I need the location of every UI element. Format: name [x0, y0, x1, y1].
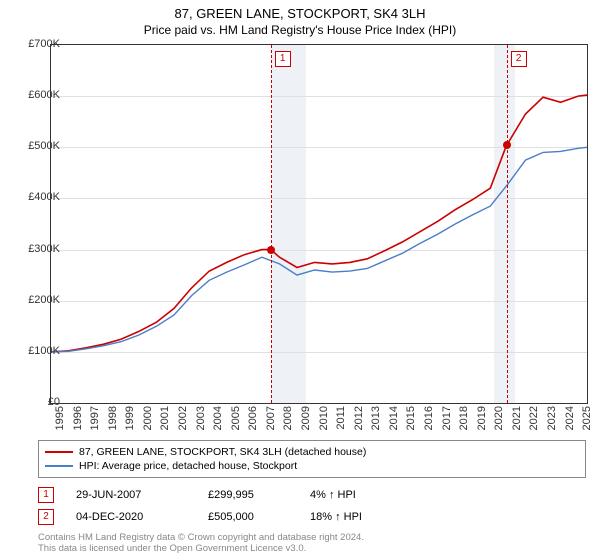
- legend-item: 87, GREEN LANE, STOCKPORT, SK4 3LH (deta…: [45, 445, 579, 459]
- x-axis-label: 2007: [265, 406, 277, 430]
- legend-box: 87, GREEN LANE, STOCKPORT, SK4 3LH (deta…: [38, 440, 586, 478]
- x-axis-label: 1996: [72, 406, 84, 430]
- event-row: 1 29-JUN-2007 £299,995 4% ↑ HPI: [38, 484, 586, 506]
- y-axis-label: £600K: [28, 89, 60, 101]
- x-axis-label: 2018: [458, 406, 470, 430]
- event-date: 04-DEC-2020: [76, 511, 186, 523]
- x-axis-label: 2004: [212, 406, 224, 430]
- x-axis-label: 2022: [528, 406, 540, 430]
- x-axis-label: 2021: [511, 406, 523, 430]
- event-pct: 18% ↑ HPI: [310, 511, 362, 523]
- legend-swatch: [45, 465, 73, 467]
- x-axis-label: 2016: [423, 406, 435, 430]
- x-axis-label: 2020: [493, 406, 505, 430]
- x-axis-label: 2002: [177, 406, 189, 430]
- chart-title: 87, GREEN LANE, STOCKPORT, SK4 3LH: [0, 0, 600, 21]
- event-marker-icon: 1: [275, 51, 291, 67]
- event-vline: [271, 45, 272, 403]
- x-axis-label: 2005: [230, 406, 242, 430]
- events-table: 1 29-JUN-2007 £299,995 4% ↑ HPI 2 04-DEC…: [38, 484, 586, 528]
- legend-item: HPI: Average price, detached house, Stoc…: [45, 459, 579, 473]
- x-axis-label: 2010: [318, 406, 330, 430]
- x-axis-label: 2006: [247, 406, 259, 430]
- x-axis-label: 2001: [159, 406, 171, 430]
- x-axis-label: 2013: [370, 406, 382, 430]
- event-vline: [507, 45, 508, 403]
- x-axis-label: 2008: [282, 406, 294, 430]
- y-axis-label: £300K: [28, 243, 60, 255]
- legend-label: 87, GREEN LANE, STOCKPORT, SK4 3LH (deta…: [79, 446, 366, 458]
- x-axis-label: 2015: [405, 406, 417, 430]
- event-price: £505,000: [208, 511, 288, 523]
- x-axis-label: 2014: [388, 406, 400, 430]
- x-axis-label: 2024: [564, 406, 576, 430]
- event-marker-icon: 1: [38, 487, 54, 503]
- y-axis-label: £100K: [28, 345, 60, 357]
- y-axis-label: £500K: [28, 140, 60, 152]
- event-marker-icon: 2: [511, 51, 527, 67]
- x-axis-label: 1997: [89, 406, 101, 430]
- legend-label: HPI: Average price, detached house, Stoc…: [79, 460, 297, 472]
- chart-plot-area: 12: [50, 44, 588, 404]
- x-axis-label: 2019: [476, 406, 488, 430]
- y-axis-label: £700K: [28, 38, 60, 50]
- event-date: 29-JUN-2007: [76, 489, 186, 501]
- event-price: £299,995: [208, 489, 288, 501]
- x-axis-label: 2000: [142, 406, 154, 430]
- y-axis-label: £200K: [28, 294, 60, 306]
- event-point: [267, 246, 275, 254]
- footer-line: Contains HM Land Registry data © Crown c…: [38, 532, 586, 543]
- x-axis-label: 2009: [300, 406, 312, 430]
- y-axis-label: £400K: [28, 191, 60, 203]
- legend-swatch: [45, 451, 73, 453]
- footer-text: Contains HM Land Registry data © Crown c…: [38, 532, 586, 555]
- footer-line: This data is licensed under the Open Gov…: [38, 543, 586, 554]
- x-axis-label: 2023: [546, 406, 558, 430]
- x-axis-label: 2017: [441, 406, 453, 430]
- event-pct: 4% ↑ HPI: [310, 489, 356, 501]
- event-marker-icon: 2: [38, 509, 54, 525]
- x-axis-label: 1998: [107, 406, 119, 430]
- x-axis-label: 2012: [353, 406, 365, 430]
- event-row: 2 04-DEC-2020 £505,000 18% ↑ HPI: [38, 506, 586, 528]
- chart-subtitle: Price paid vs. HM Land Registry's House …: [0, 21, 600, 41]
- x-axis-label: 2011: [335, 406, 347, 430]
- event-point: [503, 141, 511, 149]
- x-axis-label: 1999: [124, 406, 136, 430]
- x-axis-label: 2003: [195, 406, 207, 430]
- x-axis-label: 1995: [54, 406, 66, 430]
- x-axis-label: 2025: [581, 406, 593, 430]
